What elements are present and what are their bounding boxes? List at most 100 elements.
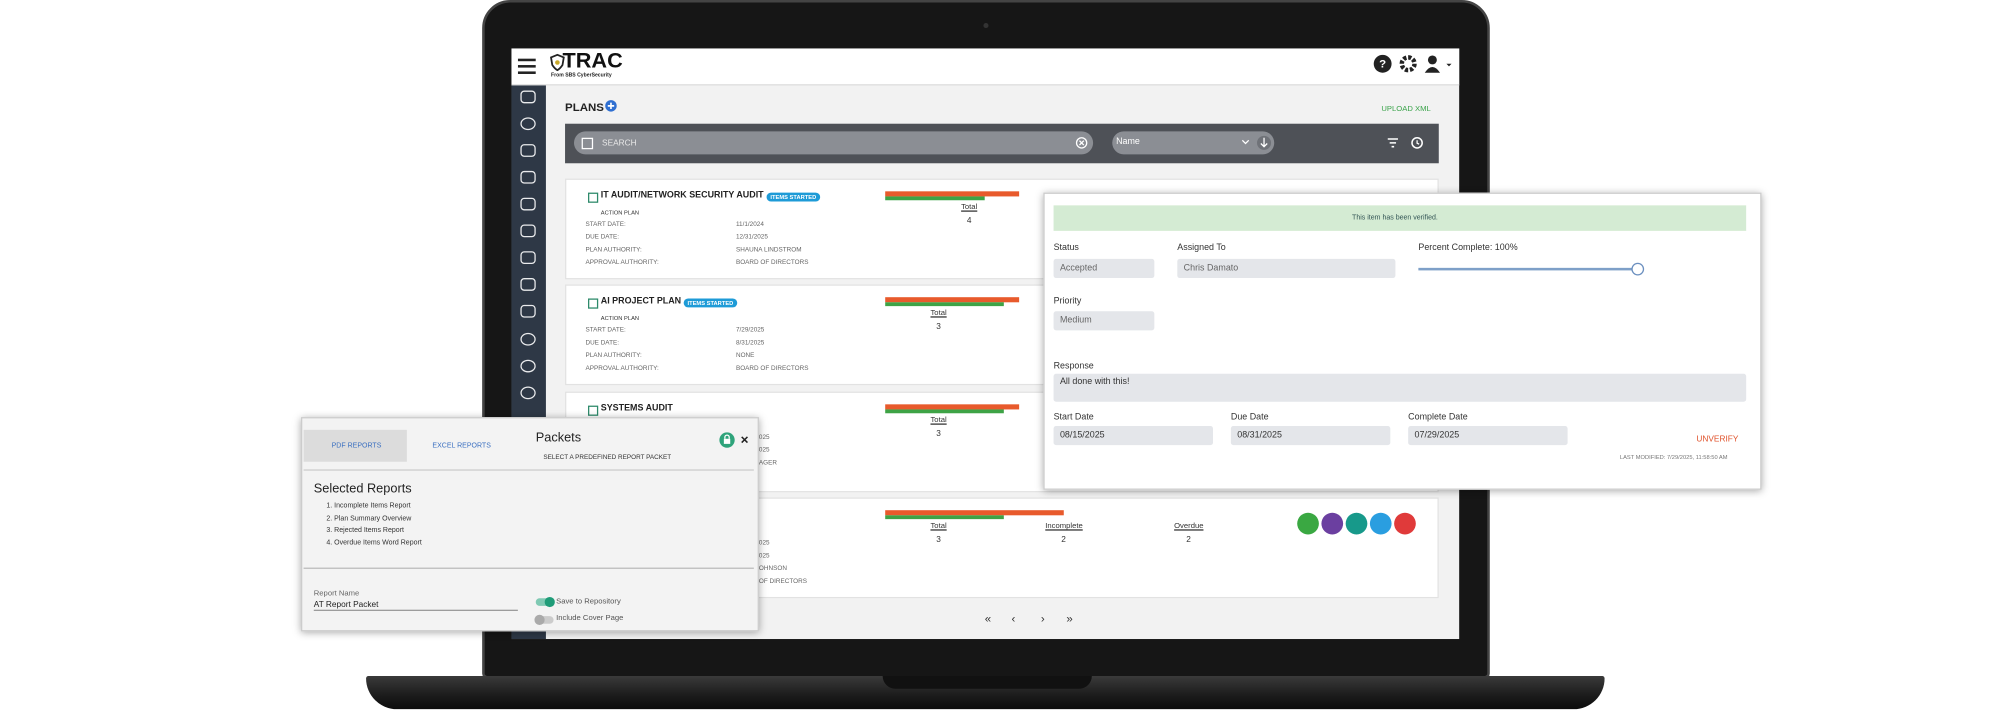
camera [983, 22, 989, 29]
nav-icon[interactable] [520, 359, 536, 373]
app-header [511, 48, 1460, 86]
progress-bar [885, 196, 985, 201]
progress-bar [885, 409, 1004, 414]
status-select[interactable]: Accepted [1053, 258, 1155, 279]
field-label: Start Date [1053, 413, 1094, 423]
search-checkbox[interactable] [581, 137, 594, 150]
plan-checkbox[interactable] [588, 298, 599, 309]
header-icons[interactable]: ? [1372, 54, 1456, 77]
cover-toggle[interactable] [534, 614, 554, 625]
stat-label[interactable]: Total [930, 309, 947, 318]
add-plan[interactable] [605, 99, 618, 112]
unverify-button[interactable]: UNVERIFY [1696, 434, 1739, 444]
tab-pdf[interactable]: PDF REPORTS [331, 442, 382, 451]
nav-icon[interactable] [520, 332, 536, 346]
field-value: OF DIRECTORS [758, 577, 808, 586]
save-label: Save to Repository [556, 598, 621, 606]
save-toggle[interactable] [535, 596, 555, 608]
nav-icon[interactable] [520, 251, 536, 265]
nav-icon[interactable] [520, 197, 536, 211]
page-nav[interactable]: ‹ [1011, 612, 1016, 625]
field-label: PLAN AUTHORITY: [585, 352, 642, 360]
clear-search[interactable] [1075, 136, 1088, 149]
field-value: 025 [758, 539, 770, 548]
action-button[interactable] [1297, 512, 1319, 535]
search-input[interactable] [573, 131, 1094, 155]
action-button[interactable] [1369, 512, 1392, 535]
nav-icon[interactable] [520, 304, 536, 318]
nav-icon[interactable] [520, 224, 536, 238]
field-label: Due Date [1230, 413, 1269, 423]
logo-sub: From SBS CyberSecurity [551, 71, 612, 78]
logo: TRAC [562, 48, 623, 73]
slider-handle[interactable] [1631, 262, 1645, 276]
stat-label[interactable]: Total [930, 522, 947, 531]
stat-label[interactable]: Overdue [1174, 522, 1204, 531]
last-modified: LAST MODIFIED: 7/29/2025, 11:58:50 AM [1619, 454, 1728, 461]
stat-label[interactable]: Incomplete [1045, 522, 1083, 531]
report-item: Rejected Items Report [334, 526, 422, 538]
plan-checkbox[interactable] [588, 405, 599, 416]
due-date[interactable]: 08/31/2025 [1230, 426, 1391, 446]
field-value: SHAUNA LINDSTROM [735, 246, 802, 254]
response-input[interactable]: All done with this! [1053, 373, 1747, 402]
nav-icon[interactable] [520, 386, 536, 400]
nav-icon[interactable] [520, 278, 536, 291]
field-value: BOARD OF DIRECTORS [735, 258, 809, 267]
sort-value: Name [1116, 137, 1140, 147]
field-label: DUE DATE: [585, 339, 620, 347]
priority-select[interactable]: Medium [1053, 311, 1155, 331]
plan-checkbox[interactable] [588, 192, 599, 203]
nav-icon[interactable] [520, 170, 536, 184]
action-button[interactable] [1394, 512, 1416, 535]
sort-controls[interactable] [1241, 135, 1273, 150]
complete-date[interactable]: 07/29/2025 [1408, 426, 1568, 446]
filter-history[interactable] [1386, 136, 1427, 149]
menu-icon[interactable] [517, 57, 541, 75]
page-nav[interactable]: » [1066, 612, 1073, 625]
start-date[interactable]: 08/15/2025 [1053, 426, 1214, 446]
banner-text: This item has been verified. [1352, 214, 1438, 222]
verified-banner [1053, 205, 1747, 231]
laptop-notch [882, 676, 1092, 689]
plan-title[interactable]: SYSTEMS AUDIT [600, 404, 673, 414]
page-nav[interactable]: › [1040, 612, 1045, 625]
cover-label: Include Cover Page [556, 614, 624, 623]
tab-excel[interactable]: EXCEL REPORTS [432, 442, 491, 451]
status-badge: ITEMS STARTED [766, 192, 821, 202]
page-nav[interactable]: « [984, 612, 992, 625]
packets-title: Packets [535, 431, 582, 446]
nav-icon[interactable] [520, 90, 536, 104]
report-item: Incomplete Items Report [334, 501, 422, 513]
packet-actions[interactable] [718, 431, 754, 449]
plan-title[interactable]: IT AUDIT/NETWORK SECURITY AUDIT [600, 191, 764, 201]
progress-bar [885, 297, 1020, 303]
stat-value: 3 [936, 429, 941, 439]
field-label: Report Name [313, 590, 360, 599]
packet-select[interactable]: SELECT A PREDEFINED REPORT PACKET [543, 454, 672, 462]
stat-value: 4 [966, 216, 972, 226]
logo-shield [550, 53, 565, 72]
report-name[interactable]: AT Report Packet [313, 601, 518, 611]
nav-icon[interactable] [520, 144, 536, 157]
assigned-select[interactable]: Chris Damato [1177, 258, 1396, 279]
upload-xml[interactable]: UPLOAD XML [1381, 105, 1431, 114]
field-label: Percent Complete: 100% [1418, 243, 1518, 253]
action-button[interactable] [1321, 512, 1344, 535]
field-label: APPROVAL AUTHORITY: [585, 364, 659, 373]
report-item: Overdue Items Word Report [334, 538, 422, 550]
action-button[interactable] [1345, 512, 1368, 535]
stat-label[interactable]: Total [930, 417, 947, 425]
progress-bar [885, 191, 1020, 197]
plan-title[interactable]: AI PROJECT PLAN [600, 297, 682, 307]
field-value: OHNSON [758, 565, 787, 573]
sort-select[interactable] [1112, 131, 1275, 155]
nav-icon[interactable] [520, 117, 536, 131]
progress-bar [885, 515, 1004, 520]
search-placeholder: SEARCH [602, 139, 637, 148]
stat-label[interactable]: Total [961, 204, 978, 212]
percent-slider[interactable] [1418, 267, 1636, 271]
field-label: APPROVAL AUTHORITY: [585, 258, 659, 267]
